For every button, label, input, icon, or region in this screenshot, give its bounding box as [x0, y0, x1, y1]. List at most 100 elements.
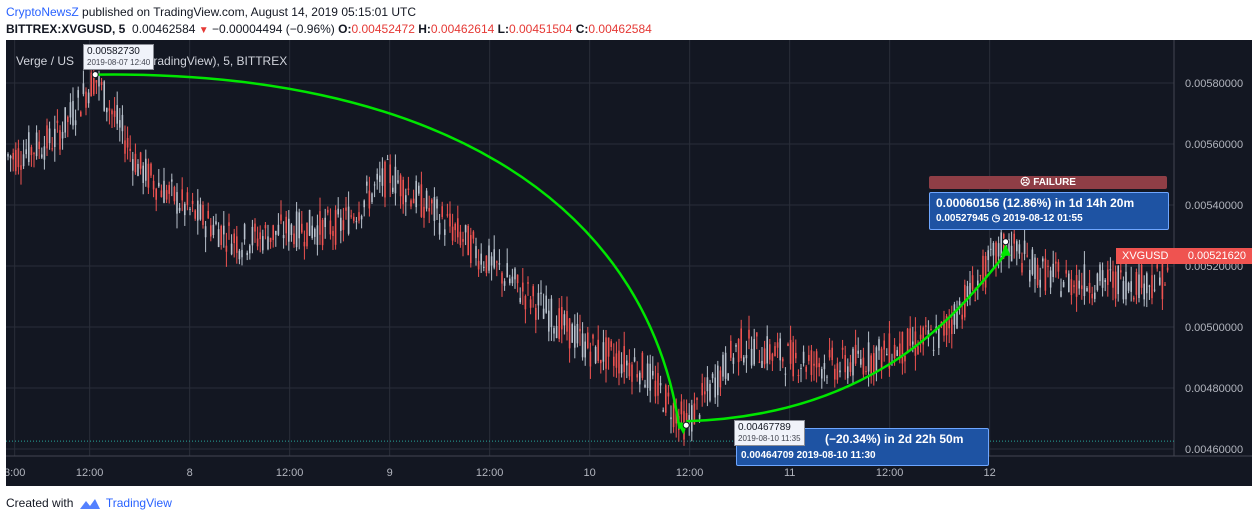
candle-body: [657, 373, 659, 396]
candle-body: [217, 229, 220, 248]
candle-body: [626, 360, 628, 366]
x-tick-label: 12:00: [276, 467, 304, 479]
price-chart[interactable]: 0.00580000 0.00560000 0.00540000 0.00520000…: [6, 40, 1252, 486]
candle-body: [295, 211, 298, 248]
candle-body: [376, 173, 378, 180]
candle-body: [899, 343, 901, 359]
candle-body: [134, 153, 137, 173]
candle-body: [293, 233, 295, 245]
failure-badge: ☹ FAILURE: [929, 176, 1167, 189]
candle-body: [696, 397, 698, 400]
candle-body: [202, 205, 204, 225]
candle-body: [394, 166, 397, 194]
candle-body: [958, 301, 961, 308]
candle-body: [675, 409, 677, 424]
candle-body: [12, 152, 14, 160]
candle-body: [997, 243, 1000, 257]
down-arrow-icon: ▼: [198, 25, 209, 36]
y-tick-label: 0.00520000: [1185, 261, 1243, 273]
candle-body: [922, 327, 924, 345]
candle-body: [171, 179, 173, 182]
candle-body: [548, 310, 550, 332]
candle-body: [316, 225, 319, 245]
candle-body: [722, 354, 724, 377]
candle-body: [818, 363, 820, 367]
chart-area[interactable]: 0.00580000 0.00560000 0.00540000 0.00520000…: [6, 40, 1252, 486]
candle-body: [579, 328, 581, 332]
down-projection-sub: 0.00464709 2019-08-10 11:30: [741, 450, 876, 461]
candle-body: [48, 128, 51, 144]
candle-body: [555, 325, 558, 338]
candle-body: [501, 272, 503, 284]
candle-body: [132, 159, 134, 171]
candle-body: [1052, 263, 1054, 277]
candle-body: [953, 304, 956, 325]
candle-body: [199, 204, 202, 220]
tradingview-link[interactable]: TradingView: [105, 496, 172, 510]
candle-body: [366, 181, 368, 186]
candle-body: [189, 208, 191, 210]
candle-body: [496, 261, 498, 263]
candle-body: [992, 243, 995, 256]
candle-body: [490, 256, 493, 266]
candle-body: [449, 213, 451, 227]
symbol-label: BITTREX:XVGUSD, 5: [6, 22, 126, 36]
candle-body: [249, 245, 251, 254]
candle-body: [59, 130, 61, 150]
candle-body: [1099, 264, 1101, 282]
candle-body: [641, 352, 644, 378]
candle-body: [529, 299, 532, 308]
candle-body: [961, 314, 963, 320]
candle-body: [607, 337, 610, 357]
candle-body: [1138, 274, 1140, 298]
candle-body: [405, 195, 407, 203]
candle-body: [932, 349, 935, 351]
candle-body: [1065, 270, 1067, 274]
candle-body: [724, 352, 727, 379]
candle-body: [813, 363, 815, 366]
candle-body: [639, 372, 641, 385]
candle-body: [1010, 245, 1013, 262]
candle-body: [194, 210, 196, 219]
candle-body: [116, 105, 118, 124]
x-tick-label: 12: [984, 467, 996, 479]
candle-body: [1036, 264, 1039, 286]
candle-body: [792, 342, 794, 377]
candle-body: [428, 207, 430, 212]
candle-body: [93, 74, 95, 95]
candle-body: [51, 148, 53, 150]
candle-body: [108, 108, 111, 111]
candle-body: [311, 225, 313, 239]
candle-body: [61, 131, 64, 139]
candle-body: [238, 250, 241, 260]
candle-body: [228, 222, 230, 226]
candle-body: [672, 402, 675, 428]
publisher-link[interactable]: CryptoNewsZ: [6, 5, 79, 19]
candle-body: [223, 225, 225, 235]
candle-body: [327, 209, 329, 213]
candle-body: [971, 275, 974, 290]
y-tick-label: 0.00580000: [1185, 78, 1243, 90]
candle-body: [241, 249, 243, 258]
candle-body: [306, 222, 308, 247]
down-projection-text: (−20.34%) in 2d 22h 50m: [825, 432, 964, 446]
candle-body: [550, 298, 553, 328]
candle-body: [1049, 270, 1052, 288]
low-price-value: 0.00467789: [738, 422, 791, 433]
candle-body: [54, 128, 56, 147]
candle-body: [828, 349, 831, 358]
candle-body: [337, 208, 339, 215]
candle-body: [1016, 241, 1018, 252]
candle-body: [399, 175, 402, 197]
up-projection-date: 2019-08-12 01:55: [1003, 213, 1083, 224]
candle-body: [103, 81, 105, 111]
candle-body: [948, 320, 950, 329]
candle-body: [498, 263, 501, 265]
candle-body: [646, 363, 649, 389]
candle-body: [745, 355, 748, 359]
candle-body: [623, 346, 625, 373]
candle-body: [25, 149, 27, 155]
candle-body: [264, 225, 267, 229]
y-tick-label: 0.00460000: [1185, 444, 1243, 456]
candle-body: [186, 192, 189, 206]
